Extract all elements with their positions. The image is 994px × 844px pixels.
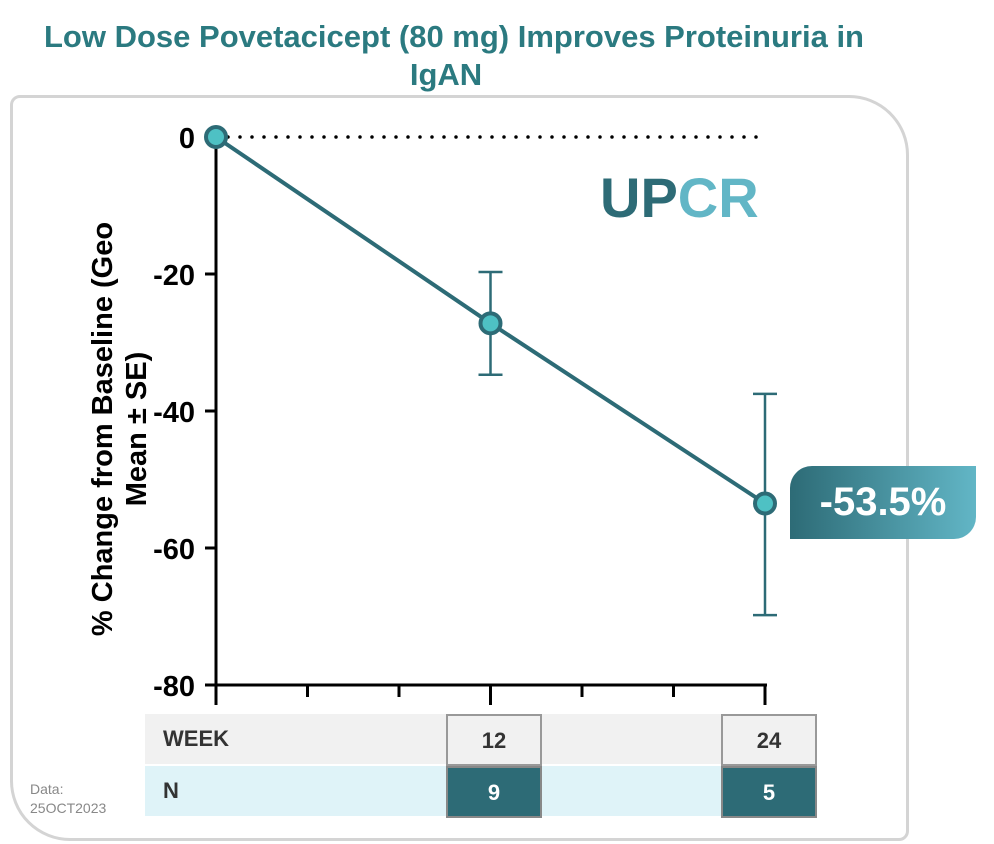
- y-tick-label: -20: [153, 260, 195, 292]
- y-tick-label: -80: [153, 671, 195, 703]
- n-24: 5: [721, 766, 817, 818]
- week-row: WEEK 12 24: [145, 714, 817, 766]
- week-label: WEEK: [163, 726, 229, 751]
- week-24: 24: [721, 714, 817, 766]
- n-12: 9: [446, 766, 542, 818]
- week-12: 12: [446, 714, 542, 766]
- n-label: N: [163, 778, 179, 803]
- series-label: UPCR: [600, 166, 759, 229]
- y-tick-label: 0: [179, 123, 195, 155]
- data-point: [478, 311, 503, 336]
- y-tick-label: -60: [153, 534, 195, 566]
- data-point: [204, 125, 228, 149]
- data-point: [753, 491, 777, 516]
- n-row: N 9 5: [145, 766, 817, 818]
- final-value-badge: -53.5%: [790, 466, 976, 539]
- chart-title: Low Dose Povetacicept (80 mg) Improves P…: [0, 18, 900, 94]
- data-cutoff-note: Data: 25OCT2023: [30, 781, 107, 816]
- y-tick-label: -40: [153, 397, 195, 429]
